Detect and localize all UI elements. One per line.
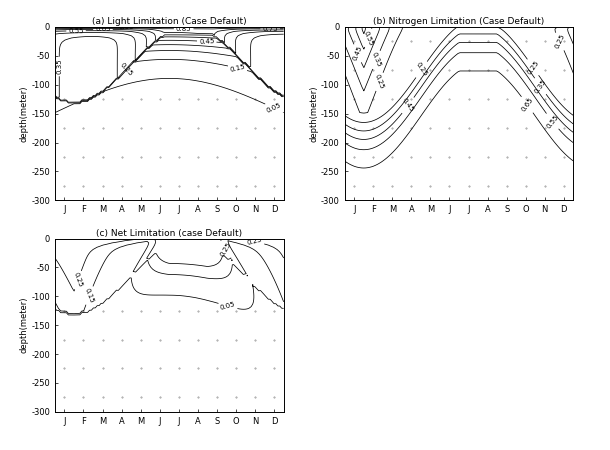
Text: 0.65: 0.65 — [520, 97, 534, 113]
Text: 0.45: 0.45 — [199, 38, 215, 45]
Text: 0.25: 0.25 — [219, 241, 232, 258]
Text: 0.35: 0.35 — [533, 78, 547, 94]
Text: 0.05: 0.05 — [266, 102, 282, 114]
Text: 0.25: 0.25 — [246, 237, 263, 246]
Text: 0.25: 0.25 — [73, 272, 84, 288]
Text: 0.55: 0.55 — [545, 113, 559, 129]
Text: 0.25: 0.25 — [374, 73, 385, 90]
Text: 0.15: 0.15 — [84, 287, 95, 304]
Y-axis label: depth(meter): depth(meter) — [20, 297, 29, 353]
Y-axis label: depth(meter): depth(meter) — [20, 86, 29, 142]
Text: 0.15: 0.15 — [229, 63, 246, 73]
Text: 0.95: 0.95 — [118, 24, 134, 30]
Text: 0.35: 0.35 — [56, 58, 62, 74]
Text: 0.35: 0.35 — [371, 52, 382, 68]
Text: 0.05: 0.05 — [220, 301, 236, 311]
Text: 0.25: 0.25 — [415, 62, 428, 78]
Text: 0.25: 0.25 — [118, 62, 134, 77]
Y-axis label: depth(meter): depth(meter) — [309, 86, 318, 142]
Title: (c) Net Limitation (case Default): (c) Net Limitation (case Default) — [96, 229, 242, 238]
Text: 0.85: 0.85 — [176, 26, 192, 32]
Text: 0.45: 0.45 — [352, 45, 364, 62]
Text: 0.55: 0.55 — [68, 28, 84, 34]
Text: 0.65: 0.65 — [95, 27, 111, 32]
Title: (b) Nitrogen Limitation (Case Default): (b) Nitrogen Limitation (Case Default) — [373, 17, 545, 26]
Title: (a) Light Limitation (Case Default): (a) Light Limitation (Case Default) — [92, 17, 246, 26]
Text: 0.25: 0.25 — [526, 59, 540, 75]
Text: 0.55: 0.55 — [363, 30, 374, 46]
Text: 0.45: 0.45 — [401, 97, 415, 113]
Text: 0.25: 0.25 — [554, 33, 566, 50]
Text: 0.75: 0.75 — [262, 26, 278, 32]
